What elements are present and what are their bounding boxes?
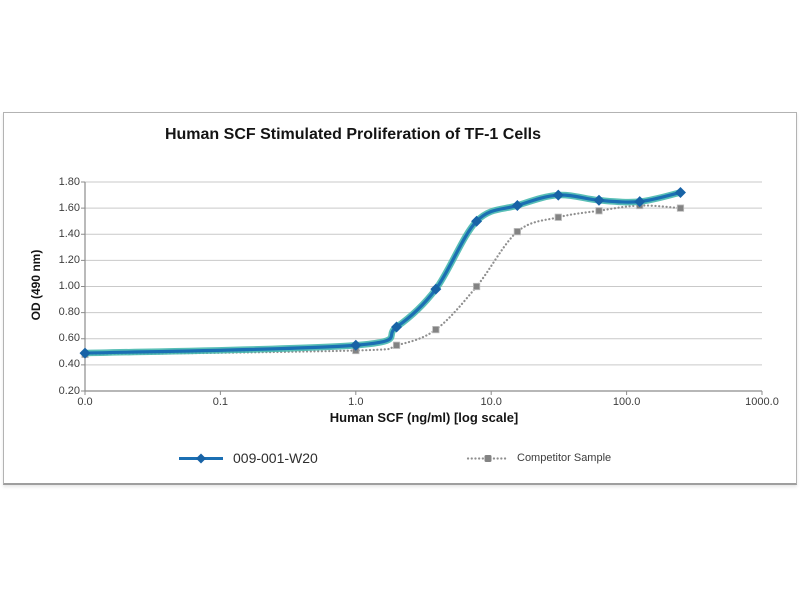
series-line-009-001-W20 <box>84 190 681 355</box>
data-point-009-001-W20 <box>430 283 442 295</box>
y-tick-label: 1.60 <box>58 201 80 214</box>
x-tick-label: 0.1 <box>212 396 229 408</box>
x-axis-title: Human SCF (ng/ml) [log scale] <box>329 410 519 425</box>
legend-label-competitor: Competitor Sample <box>517 452 612 464</box>
data-point-009-001-W20 <box>391 321 403 333</box>
data-point-009-001-W20 <box>634 196 646 208</box>
y-tick-label: 1.00 <box>58 280 80 292</box>
data-point-009-001-W20 <box>350 339 362 351</box>
x-tick-label: 1.0 <box>348 396 364 408</box>
chart-title: Human SCF Stimulated Proliferation of TF… <box>164 126 542 143</box>
legend-item-product: 009-001-W20 <box>178 449 318 467</box>
data-point-Competitor Sample <box>554 213 562 221</box>
legend-diamond-marker-icon <box>196 453 206 463</box>
legend-item-competitor: Competitor Sample <box>466 450 611 466</box>
y-tick-label: 0.60 <box>58 332 80 345</box>
x-tick-label: 1000.0 <box>745 396 779 408</box>
x-tick-label: 100.0 <box>612 396 641 408</box>
y-tick-label: 0.80 <box>58 306 80 319</box>
data-point-Competitor Sample <box>392 341 401 349</box>
series-line-Competitor Sample <box>83 204 682 356</box>
legend-sample-dotted-line <box>466 454 510 462</box>
data-point-Competitor Sample <box>472 282 481 291</box>
y-tick-label: 1.40 <box>58 227 80 240</box>
data-point-Competitor Sample <box>676 204 685 212</box>
y-tick-label: 1.20 <box>58 253 80 266</box>
data-point-009-001-W20 <box>552 189 564 201</box>
chart-frame <box>3 112 797 485</box>
data-point-Competitor Sample <box>513 228 521 236</box>
legend-sample-solid-line <box>179 453 223 463</box>
data-point-009-001-W20 <box>471 215 483 227</box>
data-point-009-001-W20 <box>593 194 605 206</box>
x-tick-label: 0.0 <box>77 396 93 408</box>
y-tick-label: 0.20 <box>58 384 80 397</box>
legend-square-marker-icon <box>484 454 492 462</box>
legend-label-product: 009-001-W20 <box>233 450 318 466</box>
series-glow <box>81 189 684 357</box>
data-point-Competitor Sample <box>432 326 440 334</box>
data-point-Competitor Sample <box>595 207 603 215</box>
y-tick-label: 1.80 <box>58 175 80 188</box>
data-point-009-001-W20 <box>79 347 91 359</box>
data-point-009-001-W20 <box>674 186 686 198</box>
y-tick-label: 0.40 <box>58 358 80 371</box>
x-tick-label: 10.0 <box>480 396 502 408</box>
data-point-009-001-W20 <box>511 200 523 212</box>
